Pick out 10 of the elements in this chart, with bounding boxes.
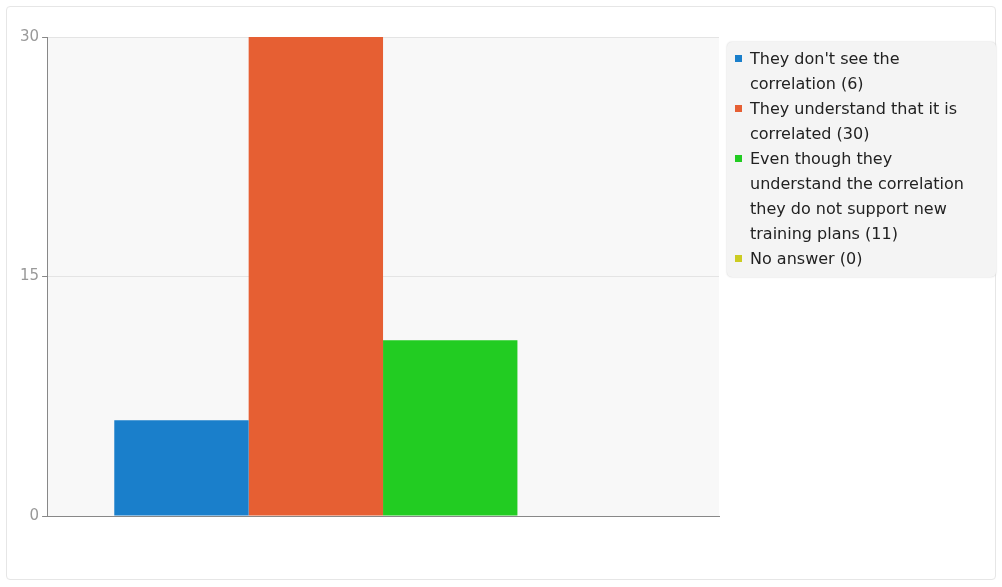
legend-label: They don't see the correlation (6)	[750, 48, 901, 95]
legend-label: No answer (0)	[750, 248, 863, 270]
legend-label: Even though they understand the correlation they do not support new training plans (11)	[750, 148, 965, 245]
bar	[248, 37, 384, 516]
bar	[383, 340, 518, 516]
y-tick-label: 30	[19, 26, 40, 45]
y-tick-label: 0	[29, 505, 40, 524]
y-tick-label: 15	[19, 266, 40, 285]
bar	[114, 420, 249, 516]
legend-label: They understand that it is correlated (30)	[750, 98, 959, 145]
